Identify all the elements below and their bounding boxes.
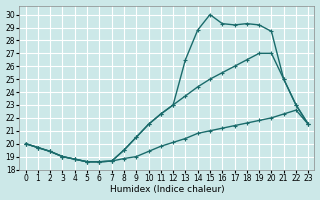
X-axis label: Humidex (Indice chaleur): Humidex (Indice chaleur): [110, 185, 224, 194]
